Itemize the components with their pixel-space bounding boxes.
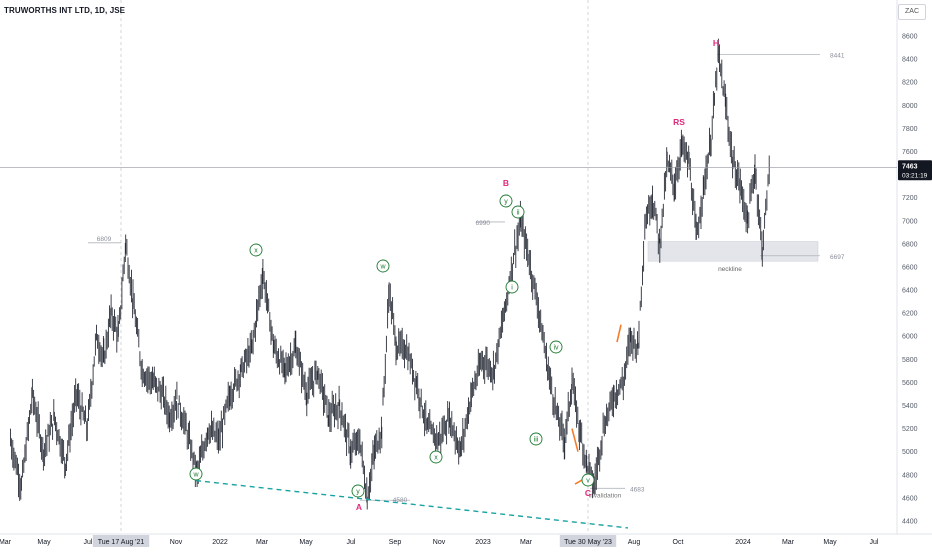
price-level-label: 4580 [393, 497, 408, 504]
x-tick-label: Tue 17 Aug '21 [98, 539, 145, 546]
wave-label: iv [553, 345, 559, 352]
x-tick-label: Mar [520, 539, 533, 546]
crosshair-date-box [92, 535, 150, 547]
x-tick-label: May [823, 539, 837, 546]
wave-label: C [585, 488, 591, 498]
y-tick-label: 6000 [902, 334, 918, 341]
x-tick-label: Mar [782, 539, 795, 546]
wave-label: y [356, 489, 360, 496]
y-tick-label: 4400 [902, 519, 918, 526]
price-level-label: 8441 [830, 52, 845, 59]
x-tick-label: Tue 30 May '23 [564, 539, 612, 546]
wave-label: A [356, 502, 362, 512]
y-tick-label: 6200 [902, 311, 918, 318]
y-tick-label: 6600 [902, 264, 918, 271]
x-tick-label: Nov [170, 539, 183, 546]
wave-label-circle [351, 484, 365, 498]
y-tick-label: 7200 [902, 195, 918, 202]
wave-label: v [586, 478, 590, 485]
wave-label: w [379, 264, 386, 271]
x-tick-label: 2022 [212, 539, 228, 546]
x-tick-label: Oct [673, 539, 684, 546]
x-tick-label: May [37, 539, 51, 546]
wave-label: H [713, 38, 719, 48]
y-tick-label: 5400 [902, 403, 918, 410]
x-tick-label: 2023 [475, 539, 491, 546]
wave-label: x [434, 455, 438, 462]
x-tick-label: May [299, 539, 313, 546]
current-price-label: 7463 [902, 163, 918, 170]
candle-bars [10, 38, 770, 510]
wave-label: ii [516, 210, 520, 217]
wave-label-circle [249, 243, 263, 257]
x-tick-label: Mar [256, 539, 269, 546]
trendline[interactable] [195, 479, 629, 529]
y-tick-label: 5800 [902, 357, 918, 364]
x-tick-label: Jul [870, 539, 879, 546]
wave-label-circle [529, 432, 543, 446]
y-tick-label: 8600 [902, 34, 918, 41]
y-tick-label: 7600 [902, 149, 918, 156]
x-tick-label: Jul [84, 539, 93, 546]
price-level-label: 6990 [476, 220, 491, 227]
x-tick-label: Nov [433, 539, 446, 546]
price-level-label: 6809 [97, 236, 112, 243]
crosshair-date-box [559, 535, 617, 547]
wave-label-circle [429, 450, 443, 464]
wave-label-circle [376, 259, 390, 273]
y-tick-label: 7000 [902, 218, 918, 225]
wave-label-circle [549, 340, 563, 354]
wave-label: iii [534, 437, 539, 444]
y-tick-label: 5000 [902, 449, 918, 456]
price-axis[interactable] [897, 0, 932, 550]
y-tick-label: 6800 [902, 241, 918, 248]
chart-title: TRUWORTHS INT LTD, 1D, JSE [4, 6, 126, 15]
y-tick-label: 8000 [902, 103, 918, 110]
wave-label: y [504, 199, 508, 206]
x-tick-label: 2024 [735, 539, 751, 546]
orange-marker [616, 324, 622, 343]
y-tick-label: 8200 [902, 80, 918, 87]
neckline-label: neckline [718, 266, 742, 273]
wave-label: i [511, 285, 513, 292]
y-tick-label: 7800 [902, 126, 918, 133]
y-tick-label: 4800 [902, 472, 918, 479]
currency-label[interactable]: ZAC [898, 4, 926, 20]
x-tick-label: Mar [0, 539, 12, 546]
x-tick-label: Jul [347, 539, 356, 546]
wave-label: B [503, 178, 509, 188]
wave-label-circle [189, 467, 203, 481]
wave-label-circle [581, 473, 595, 487]
x-tick-label: Aug [628, 539, 641, 546]
invalidation-label: invalidation [589, 492, 622, 499]
price-level-label: 4683 [630, 486, 645, 493]
y-tick-label: 8400 [902, 57, 918, 64]
y-tick-label: 6400 [902, 288, 918, 295]
countdown-label: 03:21:19 [902, 172, 928, 179]
x-tick-label: Sep [389, 539, 402, 546]
y-tick-label: 5600 [902, 380, 918, 387]
y-tick-label: 4600 [902, 495, 918, 502]
wave-label: x [254, 248, 258, 255]
wave-label: w [192, 472, 199, 479]
price-level-label: 6697 [830, 254, 845, 261]
orange-marker [571, 428, 579, 452]
wave-label-circle [499, 194, 513, 208]
wave-label-circle [505, 280, 519, 294]
wave-label: RS [673, 117, 685, 127]
y-tick-label: 5200 [902, 426, 918, 433]
neckline-zone [647, 241, 819, 262]
wave-label-circle [511, 205, 525, 219]
current-price-box [898, 160, 932, 181]
